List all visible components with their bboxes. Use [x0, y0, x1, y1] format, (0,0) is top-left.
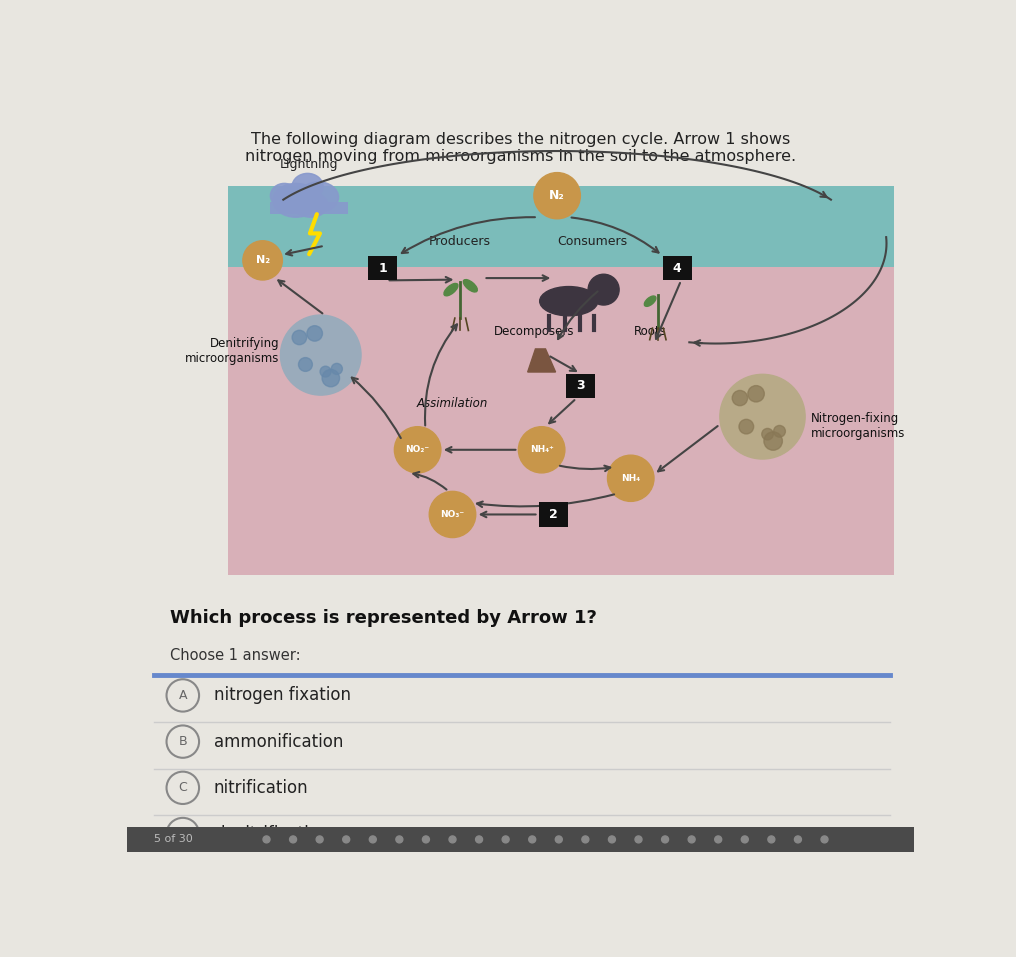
Circle shape — [608, 456, 654, 501]
Circle shape — [322, 369, 339, 387]
Circle shape — [316, 836, 323, 843]
Circle shape — [764, 432, 782, 450]
Circle shape — [720, 374, 805, 459]
Ellipse shape — [272, 184, 319, 217]
Circle shape — [748, 386, 764, 402]
Circle shape — [688, 836, 695, 843]
Circle shape — [528, 836, 535, 843]
Text: N₂: N₂ — [256, 256, 269, 265]
Circle shape — [396, 836, 403, 843]
Text: Nitrogen-fixing
microorganisms: Nitrogen-fixing microorganisms — [811, 412, 905, 440]
Circle shape — [299, 358, 312, 371]
Ellipse shape — [644, 296, 656, 306]
Text: denitrification: denitrification — [213, 825, 329, 843]
Circle shape — [635, 836, 642, 843]
Circle shape — [243, 241, 282, 280]
Text: nitrification: nitrification — [213, 779, 309, 797]
Circle shape — [762, 429, 773, 440]
Ellipse shape — [463, 279, 478, 292]
Text: N₂: N₂ — [550, 189, 565, 202]
Circle shape — [290, 836, 297, 843]
Circle shape — [342, 836, 350, 843]
Ellipse shape — [270, 184, 299, 208]
Text: A: A — [179, 689, 187, 701]
Circle shape — [449, 836, 456, 843]
Circle shape — [307, 325, 322, 341]
Circle shape — [739, 419, 754, 434]
Circle shape — [768, 836, 775, 843]
Circle shape — [609, 836, 616, 843]
Bar — [538, 502, 568, 526]
Bar — [662, 256, 692, 280]
Circle shape — [263, 836, 270, 843]
Circle shape — [582, 836, 589, 843]
Text: 3: 3 — [576, 379, 584, 392]
Circle shape — [821, 836, 828, 843]
Text: Which process is represented by Arrow 1?: Which process is represented by Arrow 1? — [170, 610, 596, 627]
Bar — [566, 373, 595, 398]
Circle shape — [556, 836, 562, 843]
Circle shape — [795, 836, 802, 843]
Text: NH₄: NH₄ — [621, 474, 640, 482]
Text: Choose 1 answer:: Choose 1 answer: — [170, 648, 301, 662]
Text: Assimilation: Assimilation — [417, 397, 488, 411]
Text: NO₂⁻: NO₂⁻ — [405, 445, 430, 455]
Bar — [270, 202, 347, 214]
Circle shape — [714, 836, 721, 843]
Text: 2: 2 — [549, 508, 558, 521]
Text: Decomposers: Decomposers — [494, 325, 574, 338]
Circle shape — [280, 315, 361, 395]
Text: NH₄⁺: NH₄⁺ — [529, 445, 554, 455]
Text: 5 of 30: 5 of 30 — [154, 835, 193, 844]
Text: Producers: Producers — [429, 235, 492, 248]
Bar — [228, 186, 894, 574]
Bar — [368, 256, 397, 280]
Ellipse shape — [292, 173, 323, 200]
Text: D: D — [178, 828, 188, 840]
Circle shape — [773, 426, 785, 437]
Ellipse shape — [299, 182, 338, 212]
Circle shape — [533, 172, 580, 219]
Text: 1: 1 — [378, 261, 387, 275]
Ellipse shape — [539, 286, 597, 316]
Circle shape — [429, 491, 475, 538]
Ellipse shape — [444, 283, 458, 296]
Text: ammonification: ammonification — [213, 733, 343, 750]
Text: Lightning: Lightning — [279, 158, 338, 171]
Circle shape — [518, 427, 565, 473]
Circle shape — [661, 836, 669, 843]
Text: Roots: Roots — [634, 325, 666, 338]
Circle shape — [502, 836, 509, 843]
Text: The following diagram describes the nitrogen cycle. Arrow 1 shows
nitrogen movin: The following diagram describes the nitr… — [245, 132, 797, 165]
Circle shape — [423, 836, 430, 843]
Text: Denitrifying
microorganisms: Denitrifying microorganisms — [185, 337, 279, 366]
Circle shape — [588, 275, 619, 305]
Ellipse shape — [294, 192, 328, 217]
Circle shape — [293, 330, 307, 345]
Text: nitrogen fixation: nitrogen fixation — [213, 686, 351, 704]
Bar — [127, 827, 914, 852]
Text: NO₃⁻: NO₃⁻ — [441, 510, 464, 519]
Circle shape — [475, 836, 483, 843]
Circle shape — [742, 836, 748, 843]
Circle shape — [369, 836, 376, 843]
Circle shape — [394, 427, 441, 473]
Text: Consumers: Consumers — [557, 235, 627, 248]
Circle shape — [331, 364, 342, 374]
Text: B: B — [179, 735, 187, 748]
Bar — [228, 186, 894, 267]
Polygon shape — [527, 349, 556, 372]
Circle shape — [733, 390, 748, 406]
Circle shape — [320, 367, 331, 377]
Text: 4: 4 — [673, 261, 682, 275]
Text: C: C — [179, 781, 187, 794]
